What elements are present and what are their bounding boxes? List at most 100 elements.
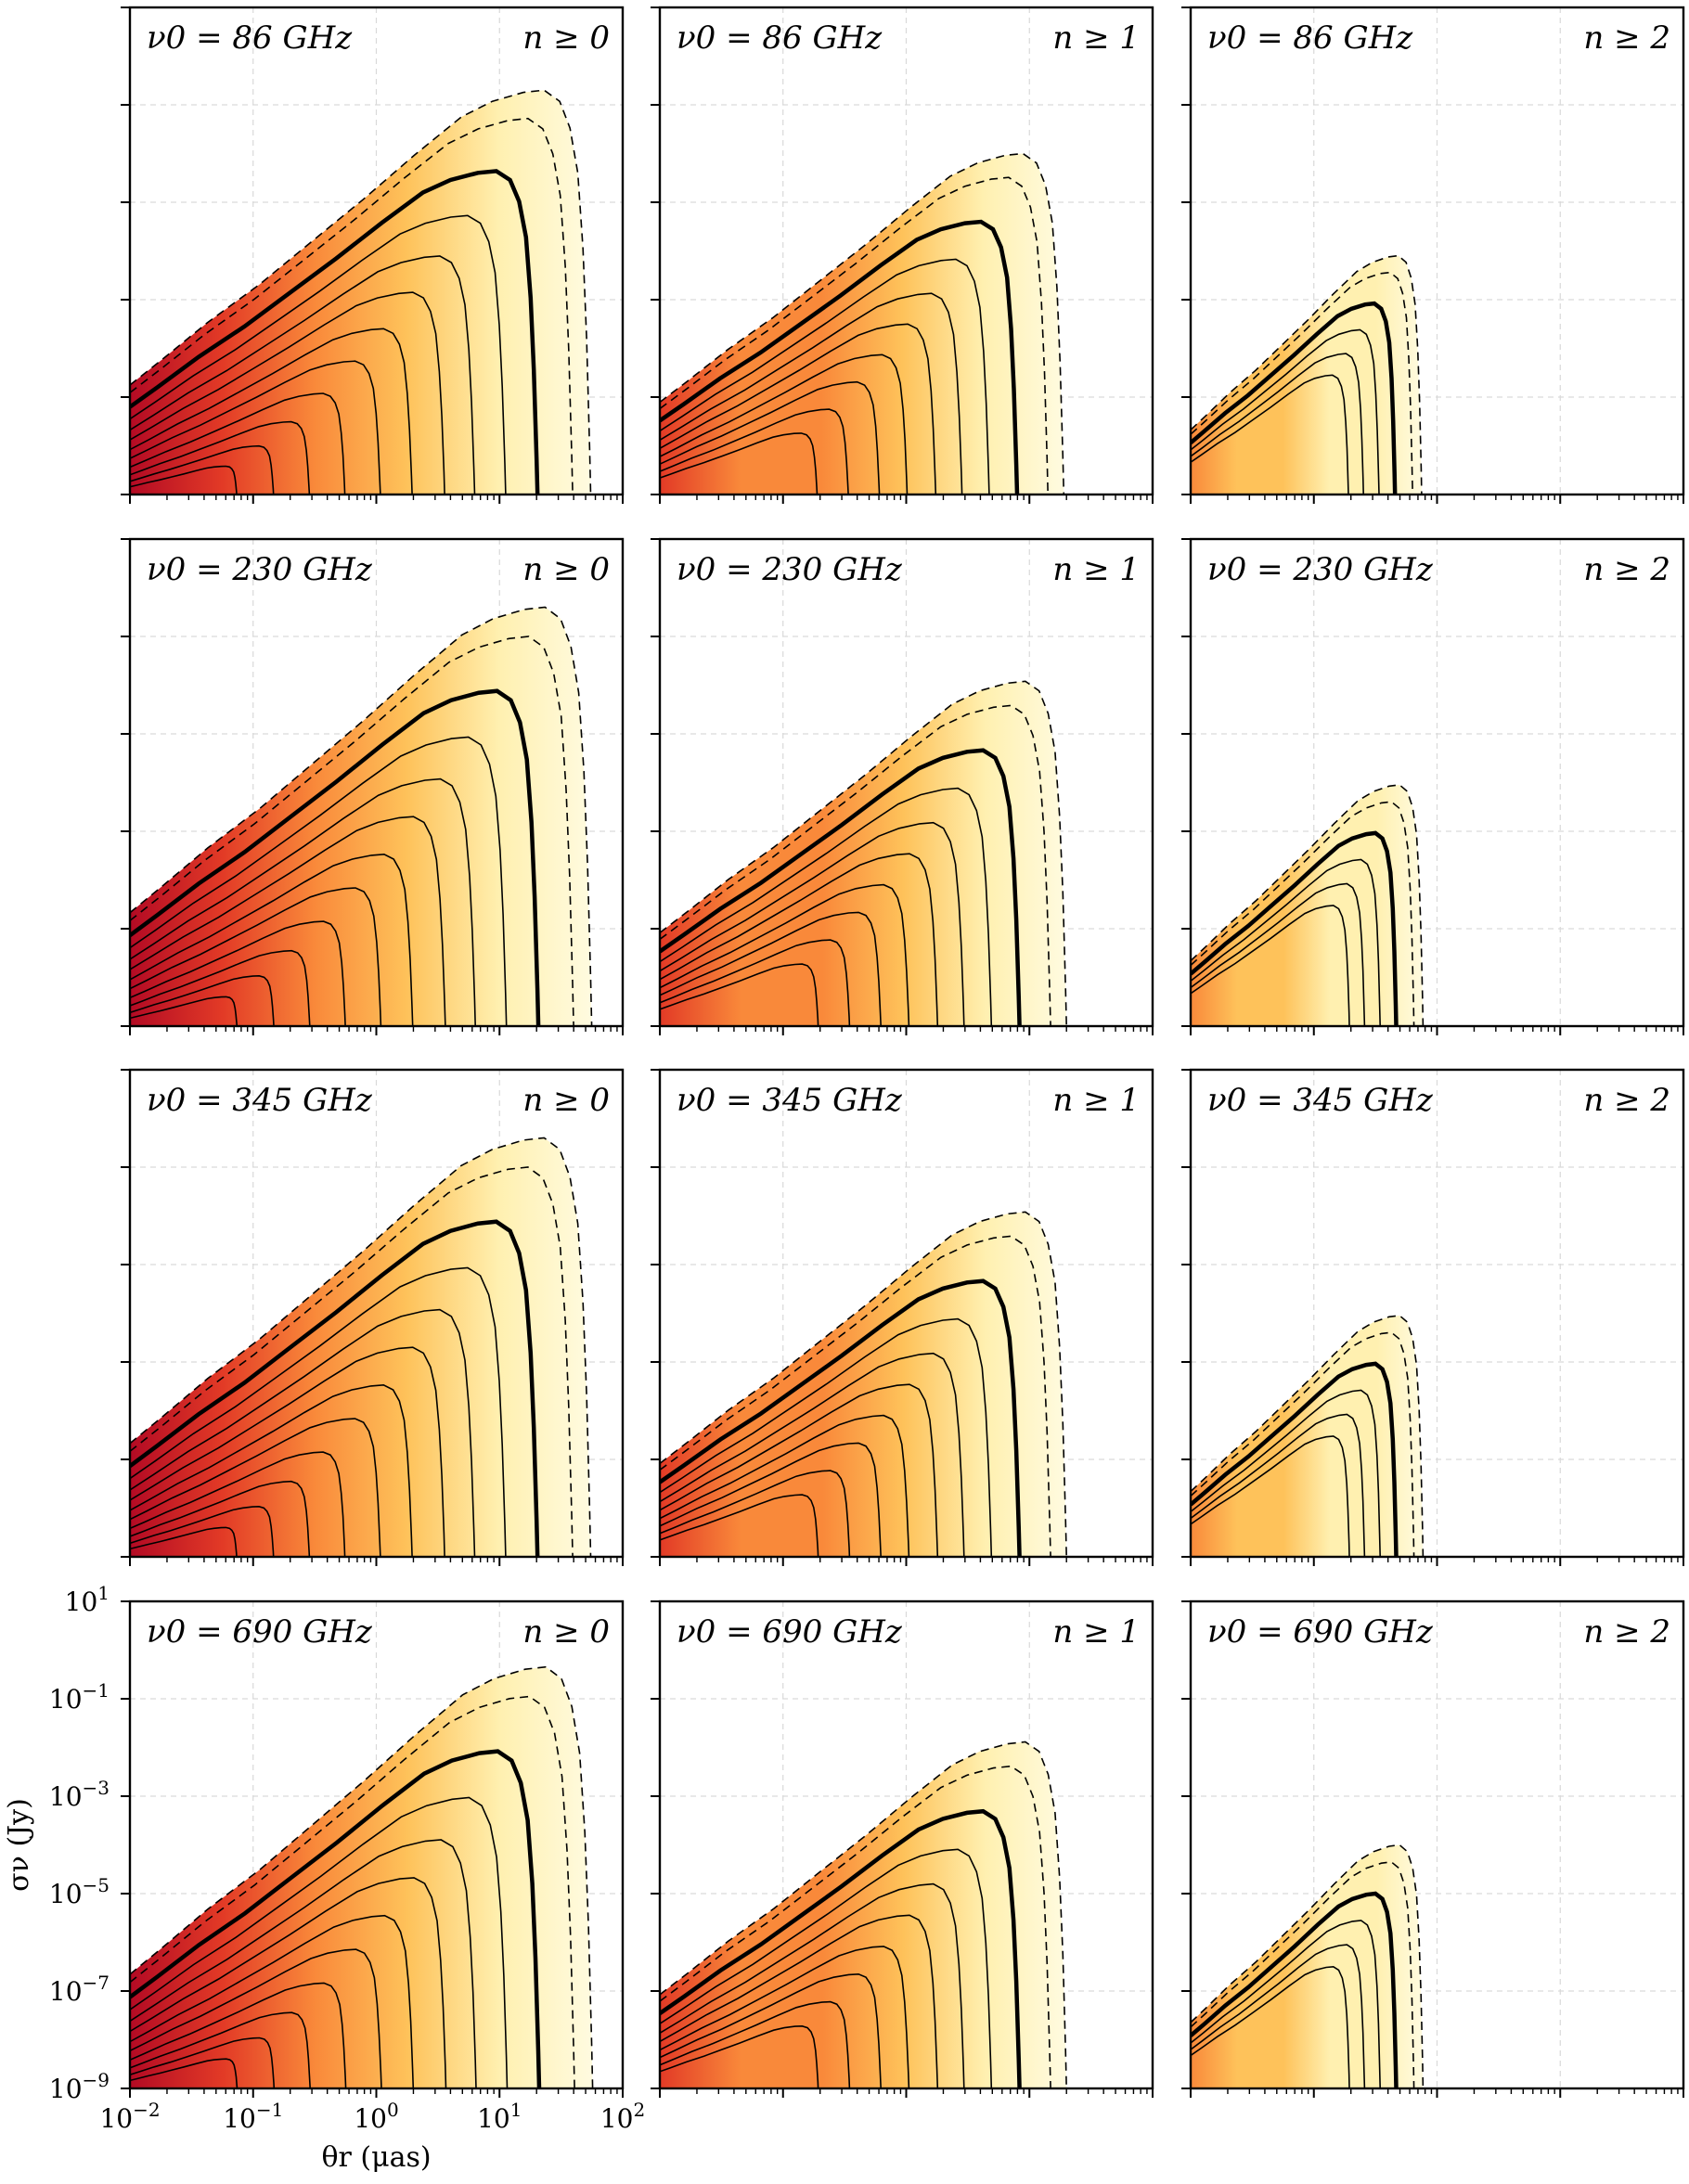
ticks — [121, 6, 624, 504]
contour-bold — [660, 219, 1020, 495]
photon-ring-label: n ≥ 2 — [1583, 19, 1670, 57]
ticks — [1181, 6, 1684, 504]
ticks — [121, 538, 624, 1035]
frequency-label: ν0 = 230 GHz — [677, 551, 903, 588]
contour-10 — [130, 444, 275, 495]
contour-8 — [660, 1470, 851, 1557]
heatmap-region — [130, 1665, 594, 2088]
contour-7 — [130, 360, 381, 495]
contour-10 — [130, 974, 275, 1026]
heatmap-region — [130, 1137, 592, 1557]
contour-5 — [1191, 905, 1350, 1026]
contour-dashed-0 — [1191, 1315, 1425, 1557]
y-tick-label-4: 10−1 — [49, 1679, 110, 1715]
contour-3 — [1191, 1389, 1381, 1557]
contour-5 — [1191, 374, 1349, 495]
contour-dashed-0 — [130, 606, 593, 1026]
contour-8 — [130, 920, 346, 1026]
panel-3-1: ν0 = 690 GHz n ≥ 1 — [651, 1599, 1154, 2098]
ticks — [121, 1600, 624, 2098]
heatmap-region — [660, 1741, 1067, 2088]
contour-6 — [660, 1946, 910, 2088]
x-tick-label-3: 101 — [477, 2099, 522, 2134]
heatmap-region — [130, 89, 592, 495]
contour-7 — [660, 911, 882, 1026]
panel-2-2: ν0 = 345 GHz n ≥ 2 — [1181, 1068, 1685, 1566]
panel-2-0: ν0 = 345 GHz n ≥ 0 — [121, 1068, 625, 1566]
ticks — [121, 1069, 624, 1566]
photon-ring-label: n ≥ 1 — [1052, 1613, 1140, 1651]
heat-fill — [1191, 784, 1424, 1026]
heat-fill — [130, 90, 591, 495]
contour-5 — [660, 853, 939, 1026]
x-tick-label-2: 100 — [354, 2099, 398, 2134]
heat-fill — [130, 1666, 593, 2088]
contour-7 — [130, 1418, 381, 1557]
contour-bold — [660, 1808, 1022, 2088]
contour-3 — [130, 1796, 509, 2088]
y-tick-label-2: 10−5 — [49, 1874, 110, 1909]
contour-3 — [1191, 858, 1381, 1026]
photon-ring-label: n ≥ 0 — [522, 551, 610, 588]
contour-dashed-1 — [660, 1235, 1051, 1557]
contour-8 — [660, 2000, 851, 2088]
contour-bold — [1191, 830, 1399, 1026]
contour-6 — [130, 853, 414, 1026]
contour-4 — [660, 1352, 965, 1557]
ticks — [651, 538, 1154, 1035]
photon-ring-label: n ≥ 0 — [522, 1082, 610, 1119]
contour-bold — [130, 688, 541, 1026]
grid — [1191, 539, 1683, 1026]
heat-fill — [1191, 1315, 1424, 1557]
panel-2-1: ν0 = 345 GHz n ≥ 1 — [651, 1068, 1154, 1566]
panel-1-0: ν0 = 230 GHz n ≥ 0 — [121, 537, 625, 1035]
contour-bold — [130, 169, 540, 495]
ticks — [651, 6, 1154, 504]
contour-3 — [660, 258, 990, 495]
contour-5 — [130, 1877, 447, 2088]
frequency-label: ν0 = 86 GHz — [677, 19, 883, 57]
panel-0-2: ν0 = 86 GHz n ≥ 2 — [1181, 6, 1685, 504]
heat-fill — [130, 607, 592, 1026]
y-tick-label-1: 10−7 — [49, 1972, 110, 2007]
contour-dashed-1 — [130, 1695, 575, 2088]
ticks — [1181, 1600, 1684, 2098]
frequency-label: ν0 = 690 GHz — [147, 1613, 373, 1651]
heatmap-region — [1191, 1315, 1425, 1557]
y-axis-label: σν (Jy) — [3, 1798, 35, 1892]
contour-3 — [1191, 328, 1380, 495]
contour-4 — [130, 1839, 477, 2088]
contour-3 — [660, 1317, 993, 1557]
contour-4 — [1191, 1944, 1366, 2088]
contour-11 — [130, 2058, 239, 2088]
x-tick-label-0: 10−2 — [99, 2099, 160, 2134]
x-tick-label-4: 102 — [600, 2099, 645, 2134]
frequency-label: ν0 = 345 GHz — [1207, 1082, 1434, 1119]
contour-9 — [660, 963, 819, 1026]
contour-5 — [660, 1914, 939, 2088]
contour-5 — [1191, 1435, 1350, 1557]
heatmap-region — [1191, 784, 1425, 1026]
contour-dashed-0 — [660, 680, 1067, 1026]
frequency-label: ν0 = 690 GHz — [1207, 1613, 1434, 1651]
ticks — [1181, 1069, 1684, 1566]
contour-9 — [130, 1480, 311, 1557]
contour-4 — [660, 292, 963, 495]
contour-5 — [130, 291, 445, 495]
contour-bold — [660, 748, 1022, 1026]
x-axis-label: θr (μas) — [321, 2141, 431, 2174]
contour-6 — [130, 1914, 415, 2088]
heat-fill — [660, 153, 1064, 495]
panel-0-0: ν0 = 86 GHz n ≥ 0 — [121, 6, 625, 504]
contour-6 — [130, 328, 413, 495]
contour-11 — [130, 1526, 238, 1557]
contour-dashed-1 — [130, 1166, 574, 1557]
photon-ring-label: n ≥ 2 — [1583, 1613, 1670, 1651]
contour-bold — [1191, 1361, 1399, 1557]
heatmap-region — [1191, 254, 1423, 495]
heat-fill — [660, 1212, 1067, 1557]
ticks — [651, 1069, 1154, 1566]
contour-3 — [1191, 1920, 1381, 2088]
contour-dashed-1 — [660, 176, 1049, 495]
